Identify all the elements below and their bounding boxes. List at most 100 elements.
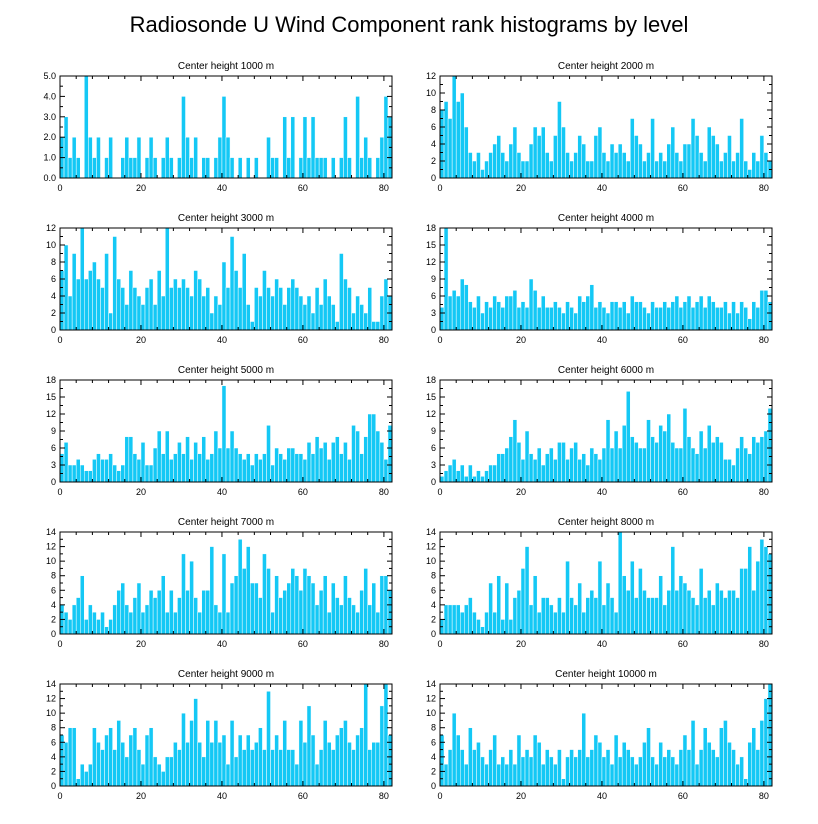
panel-4: Center height 4000 m 0 20 40 60 80 0 3 6 9 12 15 18 <box>426 213 773 345</box>
bar <box>557 101 562 179</box>
bar <box>383 459 389 483</box>
bar <box>173 611 178 635</box>
panel-title: Center height 6000 m <box>558 365 654 376</box>
bar <box>488 749 493 787</box>
bar <box>500 453 506 483</box>
x-tick-label: 80 <box>759 183 769 193</box>
bar <box>152 447 158 483</box>
bar <box>613 301 619 331</box>
bar <box>492 143 497 179</box>
y-tick-label: 3 <box>431 460 436 470</box>
bar <box>140 442 146 483</box>
bar <box>476 470 481 483</box>
bar <box>282 459 287 483</box>
bar <box>217 447 223 483</box>
x-tick-label: 80 <box>759 791 769 801</box>
bar <box>229 430 235 483</box>
bar <box>136 749 142 787</box>
bar <box>310 312 316 331</box>
bar <box>213 295 219 331</box>
bar <box>286 287 292 331</box>
bar <box>185 136 190 179</box>
bar <box>585 597 591 635</box>
bar <box>735 447 740 483</box>
bar <box>318 590 324 635</box>
x-tick-label: 60 <box>298 335 308 345</box>
bar <box>326 611 332 635</box>
bar <box>108 312 113 331</box>
bar <box>120 287 126 331</box>
bar <box>367 413 373 483</box>
bar <box>702 727 708 787</box>
bar <box>221 385 227 483</box>
bar <box>104 157 109 179</box>
bar <box>339 604 344 635</box>
bar <box>686 436 692 483</box>
bar <box>92 261 97 331</box>
bar <box>375 611 381 635</box>
bar <box>739 118 744 179</box>
bar <box>169 287 174 331</box>
y-tick-label: 0 <box>431 173 436 183</box>
bar <box>763 430 769 483</box>
bar <box>508 749 514 787</box>
bar <box>254 287 259 331</box>
bar <box>694 604 700 635</box>
bar <box>658 742 663 787</box>
bar <box>715 582 720 635</box>
bar <box>185 436 190 483</box>
bar <box>638 447 643 483</box>
bar <box>706 742 712 787</box>
bar <box>128 611 134 635</box>
bar <box>201 756 207 787</box>
bar <box>298 453 304 483</box>
bar <box>302 568 308 635</box>
bar <box>593 734 599 787</box>
bar <box>508 295 514 331</box>
bar <box>104 734 109 787</box>
x-tick-label: 40 <box>217 639 227 649</box>
bar <box>205 720 211 787</box>
bar <box>451 604 457 635</box>
bar <box>306 705 312 787</box>
bar <box>755 749 761 787</box>
bar <box>294 763 300 787</box>
bar <box>654 307 659 331</box>
panel-6: Center height 6000 m 0 20 40 60 80 0 3 6 9 12 15 18 <box>426 365 773 497</box>
bar <box>520 568 526 635</box>
bar <box>274 157 279 179</box>
bar <box>613 152 619 179</box>
bar <box>654 160 659 179</box>
bar <box>266 425 271 483</box>
bar <box>67 157 73 179</box>
bar <box>694 763 700 787</box>
bar <box>148 278 154 331</box>
bar <box>638 301 643 331</box>
panel-title: Center height 3000 m <box>178 213 274 224</box>
bar <box>326 742 332 787</box>
bar <box>262 270 267 331</box>
bar <box>565 560 570 635</box>
bar <box>148 590 154 635</box>
bar <box>169 459 174 483</box>
bar <box>451 290 457 331</box>
bar <box>177 749 182 787</box>
panel-9: Center height 9000 m 0 20 40 60 80 0 2 4 6 8 10 12 14 <box>46 669 393 801</box>
bar <box>197 278 202 331</box>
bar <box>516 734 522 787</box>
bar <box>573 756 578 787</box>
bar <box>759 135 765 179</box>
bar <box>306 575 312 635</box>
bar <box>108 453 113 483</box>
bar <box>678 160 684 179</box>
panel-title: Center height 2000 m <box>558 61 654 72</box>
bar <box>536 307 542 331</box>
bar <box>694 453 700 483</box>
bar <box>569 160 574 179</box>
bar <box>237 157 243 179</box>
bar <box>504 582 510 635</box>
bar <box>451 75 457 179</box>
bar <box>197 742 202 787</box>
bar <box>650 301 655 331</box>
bar <box>63 244 69 331</box>
